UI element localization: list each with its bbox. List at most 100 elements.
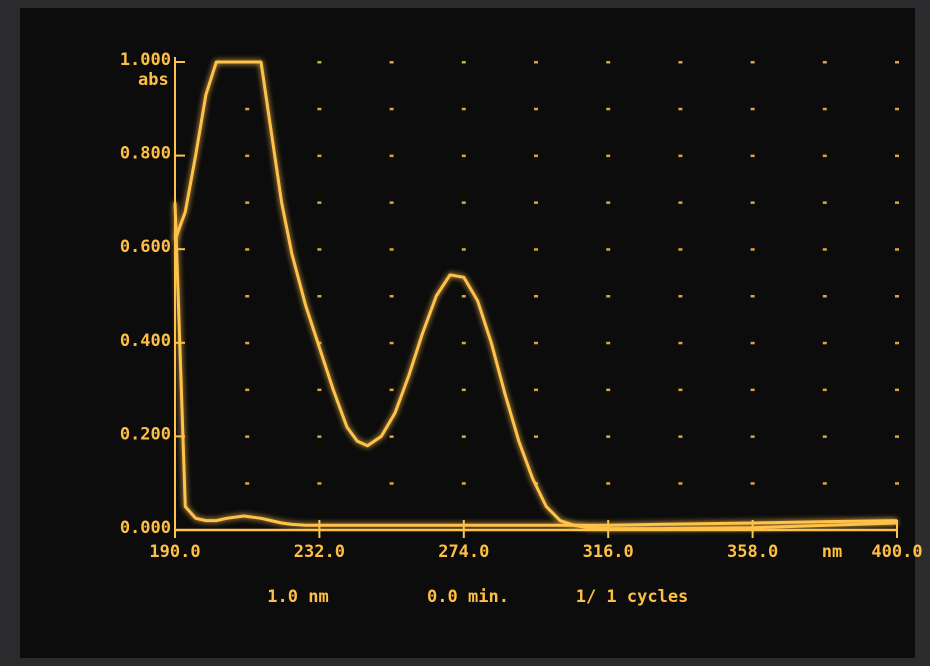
- grid-dot: [462, 295, 466, 298]
- grid-dot: [317, 248, 321, 251]
- x-tick-label: 358.0: [727, 542, 778, 562]
- grid-dot: [317, 435, 321, 438]
- grid-dot: [895, 295, 899, 298]
- grid-dot: [751, 482, 755, 485]
- grid-dot: [534, 155, 538, 158]
- grid-dot: [390, 342, 394, 345]
- grid-dot: [245, 435, 249, 438]
- grid-dot: [534, 295, 538, 298]
- grid-dot: [534, 248, 538, 251]
- x-tick-label: 316.0: [583, 542, 634, 562]
- grid-dot: [390, 389, 394, 392]
- grid-dot: [823, 389, 827, 392]
- grid-dot: [462, 389, 466, 392]
- grid-dot: [534, 108, 538, 111]
- grid-dot: [534, 342, 538, 345]
- grid-dot: [895, 108, 899, 111]
- grid-dot: [245, 248, 249, 251]
- x-tick-label: 232.0: [294, 542, 345, 562]
- grid-dot: [895, 201, 899, 204]
- grid-dot: [895, 389, 899, 392]
- grid-dot: [317, 155, 321, 158]
- grid-dot: [245, 201, 249, 204]
- grid-dot: [390, 155, 394, 158]
- grid-dot: [534, 61, 538, 64]
- grid-dot: [751, 342, 755, 345]
- grid-dot: [462, 435, 466, 438]
- grid-dot: [245, 155, 249, 158]
- grid-dot: [534, 389, 538, 392]
- grid-dot: [678, 389, 682, 392]
- grid-dot: [678, 201, 682, 204]
- grid-dot: [317, 201, 321, 204]
- grid-dot: [606, 108, 610, 111]
- grid-dot: [751, 61, 755, 64]
- grid-dot: [751, 108, 755, 111]
- grid-dot: [895, 482, 899, 485]
- grid-dot: [390, 61, 394, 64]
- status-text: 0.0 min.: [427, 587, 509, 607]
- page: abs nm 0.0000.2000.4000.6000.8001.000190…: [0, 0, 930, 666]
- grid-dot: [606, 201, 610, 204]
- y-tick-label: 0.200: [120, 424, 171, 444]
- grid-dot: [317, 295, 321, 298]
- grid-dot: [245, 108, 249, 111]
- grid-dot: [606, 295, 610, 298]
- grid-dot: [390, 201, 394, 204]
- grid-dot: [245, 342, 249, 345]
- grid-dot: [462, 482, 466, 485]
- grid-dot: [895, 155, 899, 158]
- grid-dot: [317, 61, 321, 64]
- grid-dot: [606, 248, 610, 251]
- grid-dot: [462, 155, 466, 158]
- grid-dot: [823, 61, 827, 64]
- x-axis-label: nm: [822, 542, 842, 562]
- grid-dot: [823, 201, 827, 204]
- grid-dot: [895, 342, 899, 345]
- grid-dot: [534, 435, 538, 438]
- grid-dot: [245, 295, 249, 298]
- grid-dot: [390, 295, 394, 298]
- status-text: 1.0 nm: [267, 587, 328, 607]
- y-tick-label: 0.600: [120, 237, 171, 257]
- grid-dot: [751, 201, 755, 204]
- grid-dot: [678, 108, 682, 111]
- grid-dot: [895, 61, 899, 64]
- x-tick-label: 400.0: [871, 542, 922, 562]
- grid-dot: [606, 61, 610, 64]
- grid-dot: [751, 295, 755, 298]
- grid-dot: [390, 482, 394, 485]
- grid-dot: [823, 342, 827, 345]
- chart: abs nm 0.0000.2000.4000.6000.8001.000190…: [0, 0, 930, 666]
- y-tick-label: 1.000: [120, 50, 171, 70]
- grid-dot: [390, 248, 394, 251]
- y-tick-label: 0.400: [120, 331, 171, 351]
- grid-dot: [606, 389, 610, 392]
- grid-dot: [390, 108, 394, 111]
- grid-dot: [245, 389, 249, 392]
- grid-dot: [245, 482, 249, 485]
- grid-dot: [606, 342, 610, 345]
- grid-dot: [317, 108, 321, 111]
- grid-dot: [462, 61, 466, 64]
- grid-dot: [317, 389, 321, 392]
- grid-dot: [751, 435, 755, 438]
- grid-dot: [606, 435, 610, 438]
- grid-dot: [390, 435, 394, 438]
- grid-dot: [678, 482, 682, 485]
- grid-dot: [751, 248, 755, 251]
- grid-dot: [462, 201, 466, 204]
- grid-dot: [678, 155, 682, 158]
- status-text: 1/ 1 cycles: [576, 587, 689, 607]
- grid-dot: [606, 155, 610, 158]
- y-tick-label: 0.000: [120, 518, 171, 538]
- grid-dot: [823, 155, 827, 158]
- grid-dot: [317, 482, 321, 485]
- grid-dot: [823, 435, 827, 438]
- y-tick-label: 0.800: [120, 144, 171, 164]
- grid-dot: [823, 108, 827, 111]
- grid-dot: [678, 248, 682, 251]
- grid-dot: [823, 248, 827, 251]
- grid-dot: [895, 435, 899, 438]
- grid-dot: [823, 482, 827, 485]
